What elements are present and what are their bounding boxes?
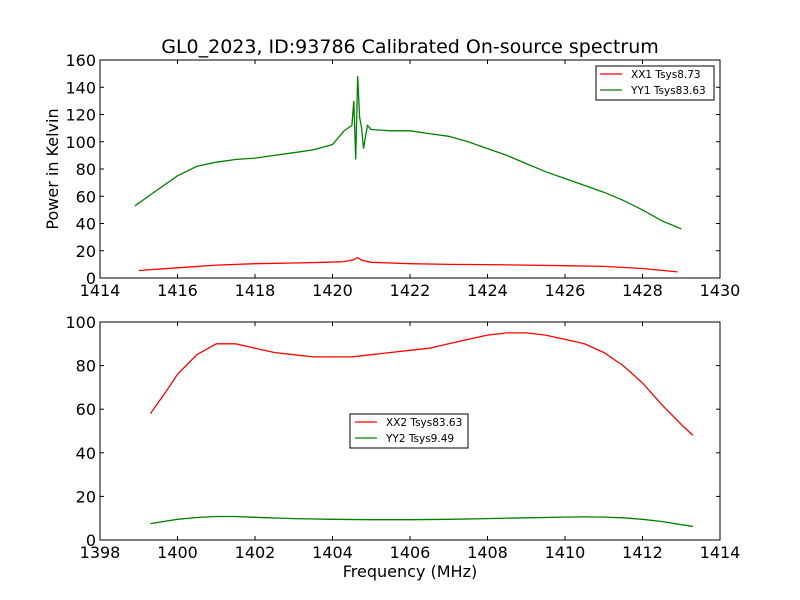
legend-label-xx1: XX1 Tsys8.73 bbox=[631, 69, 701, 81]
bottom-legend: XX2 Tsys83.63 YY2 Tsys9.49 bbox=[349, 413, 469, 449]
y-tick-label: 140 bbox=[65, 78, 96, 97]
series-line-top-1 bbox=[134, 76, 682, 230]
x-tick-label: 1404 bbox=[312, 543, 353, 562]
y-tick-label: 60 bbox=[76, 187, 96, 206]
bottom-legend-box bbox=[349, 413, 469, 449]
y-tick-label: 20 bbox=[76, 487, 96, 506]
top-series-group bbox=[134, 76, 682, 273]
top-legend-box bbox=[595, 65, 715, 101]
top-ticks-group: 1414 1416 1418 1420 1422 1424 1426 1428 1430 0 20 4… bbox=[65, 51, 740, 300]
x-tick-label: 1412 bbox=[622, 543, 663, 562]
top-subplot: GL0_2023, ID:93786 Calibrated On-source … bbox=[43, 36, 740, 300]
y-tick-label: 80 bbox=[76, 160, 96, 179]
y-axis-label: Power in Kelvin bbox=[43, 108, 62, 229]
series-line-bottom-1 bbox=[150, 515, 693, 527]
y-tick-label: 100 bbox=[65, 133, 96, 152]
x-tick-label: 1428 bbox=[622, 281, 663, 300]
x-tick-label: 1398 bbox=[80, 543, 121, 562]
bottom-subplot: 1398 1400 1402 1404 1406 1408 1410 1412 1414 0 20 4… bbox=[65, 313, 740, 581]
x-tick-label: 1424 bbox=[467, 281, 508, 300]
top-plot-frame bbox=[99, 59, 721, 279]
y-tick-label: 60 bbox=[76, 400, 96, 419]
x-tick-label: 1410 bbox=[545, 543, 586, 562]
y-tick-label: 160 bbox=[65, 51, 96, 70]
bottom-plot-frame bbox=[99, 321, 721, 541]
y-tick-label: 20 bbox=[76, 242, 96, 261]
chart-title: GL0_2023, ID:93786 Calibrated On-source … bbox=[161, 36, 659, 58]
x-tick-label: 1426 bbox=[545, 281, 586, 300]
x-tick-label: 1418 bbox=[235, 281, 276, 300]
legend-label-yy2: YY2 Tsys9.49 bbox=[385, 433, 454, 445]
x-axis-label: Frequency (MHz) bbox=[343, 562, 477, 581]
x-tick-label: 1422 bbox=[390, 281, 431, 300]
y-tick-label: 80 bbox=[76, 357, 96, 376]
series-line-top-0 bbox=[138, 256, 678, 273]
legend-label-xx2: XX2 Tsys83.63 bbox=[386, 417, 462, 429]
x-tick-label: 1408 bbox=[467, 543, 508, 562]
x-tick-label: 1406 bbox=[390, 543, 431, 562]
y-tick-label: 120 bbox=[65, 106, 96, 125]
y-tick-label: 0 bbox=[86, 269, 96, 288]
x-tick-label: 1420 bbox=[312, 281, 353, 300]
x-tick-label: 1416 bbox=[157, 281, 198, 300]
x-tick-label: 1414 bbox=[700, 543, 741, 562]
x-tick-label: 1402 bbox=[235, 543, 276, 562]
x-tick-label: 1400 bbox=[157, 543, 198, 562]
series-line-bottom-0 bbox=[149, 332, 694, 436]
y-tick-label: 100 bbox=[65, 313, 96, 332]
x-tick-label: 1430 bbox=[700, 281, 741, 300]
bottom-series-group bbox=[149, 332, 694, 527]
y-tick-label: 40 bbox=[76, 444, 96, 463]
x-tick-label: 1414 bbox=[80, 281, 121, 300]
y-tick-label: 0 bbox=[86, 531, 96, 550]
legend-label-yy1: YY1 Tsys83.63 bbox=[630, 85, 706, 97]
top-legend: XX1 Tsys8.73 YY1 Tsys83.63 bbox=[595, 65, 715, 101]
y-tick-label: 40 bbox=[76, 215, 96, 234]
